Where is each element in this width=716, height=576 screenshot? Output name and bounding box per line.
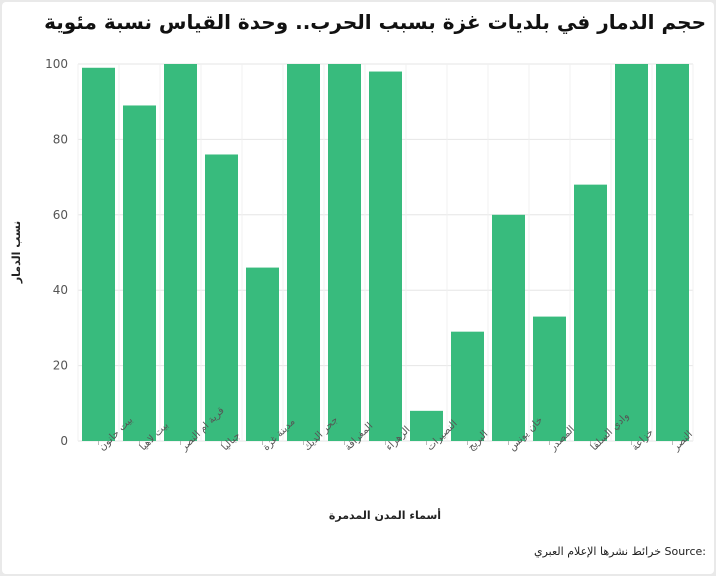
bar[interactable] xyxy=(492,214,525,441)
bar[interactable] xyxy=(246,267,279,441)
y-tick-label: 40 xyxy=(53,283,68,297)
bar[interactable] xyxy=(410,410,443,441)
bar[interactable] xyxy=(164,64,197,441)
source-note: خرائط نشرها الإعلام العبري Source: xyxy=(534,545,706,558)
y-tick-label: 20 xyxy=(53,359,68,373)
chart-title: حجم الدمار في بلديات غزة بسبب الحرب.. وح… xyxy=(44,10,706,34)
source-label: Source: xyxy=(664,545,707,558)
y-tick-label: 80 xyxy=(53,132,68,146)
bar[interactable] xyxy=(533,316,566,441)
y-tick-label: 100 xyxy=(45,57,68,71)
y-axis-ticks: 0 20 40 60 80 100 xyxy=(45,57,68,448)
source-text: خرائط نشرها الإعلام العبري xyxy=(534,545,661,558)
bar[interactable] xyxy=(369,71,402,441)
bar[interactable] xyxy=(574,184,607,441)
y-tick-label: 0 xyxy=(60,434,68,448)
bar[interactable] xyxy=(451,331,484,441)
bar[interactable] xyxy=(656,64,689,441)
y-tick-label: 60 xyxy=(53,208,68,222)
bar[interactable] xyxy=(615,64,648,441)
x-axis-label: أسماء المدن المدمرة xyxy=(329,508,441,522)
bar[interactable] xyxy=(123,105,156,441)
bar[interactable] xyxy=(328,64,361,441)
bar[interactable] xyxy=(82,67,115,442)
bar[interactable] xyxy=(205,154,238,442)
bar[interactable] xyxy=(287,64,320,441)
y-axis-label: نسب الدمار xyxy=(10,221,23,284)
bars xyxy=(82,64,689,442)
